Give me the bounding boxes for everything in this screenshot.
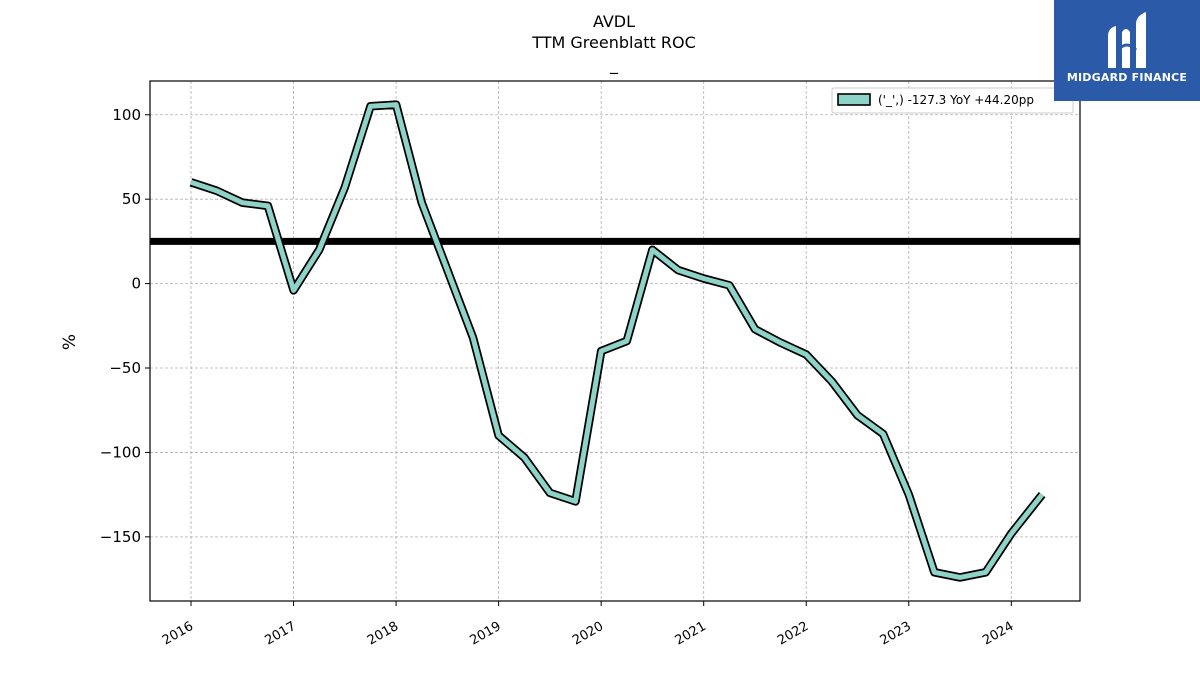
x-tick-label: 2024 [980, 619, 1016, 649]
series-group [189, 100, 1046, 582]
legend-label: ('_',) -127.3 YoY +44.20pp [878, 93, 1034, 107]
x-tick-label: 2017 [262, 619, 298, 649]
y-tick-label: −150 [100, 528, 141, 546]
brand-logo: MIDGARD FINANCE [1054, 0, 1200, 101]
x-tick-label: 2016 [160, 619, 196, 649]
y-tick-label: 100 [112, 106, 141, 124]
y-tick-label: 0 [131, 275, 141, 293]
x-tick-label: 2021 [673, 619, 709, 649]
y-tick-label: −50 [109, 359, 141, 377]
legend-swatch [837, 93, 871, 106]
x-tick-label: 2022 [775, 619, 811, 649]
x-tick-label: 2019 [468, 619, 504, 649]
x-axis: 2016 2017 2018 2019 2020 2021 2022 2023 2024 [160, 601, 1016, 648]
logo-text: MIDGARD FINANCE [1066, 71, 1188, 84]
series-line [190, 102, 1045, 580]
y-axis-label: % [60, 334, 80, 350]
y-axis: 100 50 0 −50 −100 −150 [100, 106, 150, 546]
chart-title: AVDL [593, 12, 635, 31]
chart-subtitle: TTM Greenblatt ROC [531, 33, 696, 52]
midgard-logo-icon [1108, 12, 1146, 68]
legend: ('_',) -127.3 YoY +44.20pp [831, 87, 1074, 114]
y-tick-label: −100 [100, 443, 141, 461]
x-tick-label: 2023 [878, 619, 914, 649]
grid [150, 81, 1080, 601]
plot-frame [149, 80, 1081, 602]
x-tick-label: 2020 [570, 619, 606, 649]
chart-subtitle-underscore: _ [609, 55, 619, 75]
x-tick-label: 2018 [365, 619, 401, 649]
y-tick-label: 50 [122, 190, 141, 208]
